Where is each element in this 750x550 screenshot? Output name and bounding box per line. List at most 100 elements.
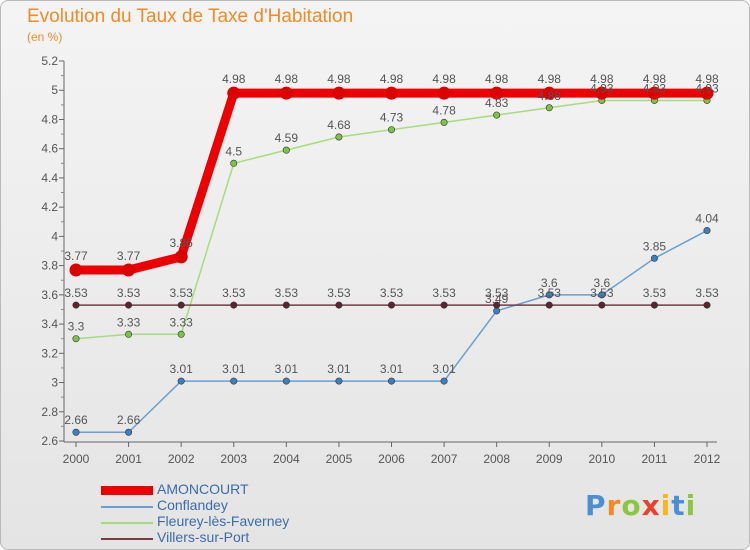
data-label-fleurey-l-s-faverney: 3.3 (68, 320, 85, 334)
data-point-amoncourt (437, 86, 451, 100)
y-tick-label: 5.2 (41, 54, 58, 68)
data-label-amoncourt: 4.98 (590, 72, 614, 86)
data-label-amoncourt: 4.98 (327, 72, 351, 86)
data-point-conflandey (72, 428, 80, 436)
y-tick-label: 2.8 (41, 405, 58, 419)
data-point-conflandey (282, 377, 290, 385)
x-tick-label: 2001 (115, 452, 142, 466)
data-label-amoncourt: 3.77 (64, 249, 88, 263)
data-label-villers-sur-port: 3.53 (590, 286, 614, 300)
data-label-conflandey: 3.85 (643, 239, 667, 253)
data-point-amoncourt (385, 86, 398, 100)
legend-swatch (101, 506, 153, 508)
legend-label: Fleurey-lès-Faverney (157, 513, 290, 529)
data-point-amoncourt (700, 86, 714, 100)
data-point-villers-sur-port (545, 301, 553, 309)
data-point-villers-sur-port (335, 301, 343, 309)
data-point-fleurey-l-s-faverney (230, 159, 238, 167)
y-tick-label: 4.4 (41, 171, 58, 185)
data-label-amoncourt: 4.98 (485, 72, 509, 86)
data-point-villers-sur-port (598, 301, 606, 309)
x-tick-label: 2011 (642, 452, 668, 466)
y-tick-label: 4 (51, 229, 58, 243)
proxiti-logo: Proxiti (585, 489, 697, 522)
data-label-villers-sur-port: 3.53 (432, 286, 456, 300)
legend-swatch (101, 538, 153, 540)
y-tick-label: 3.6 (41, 288, 58, 302)
data-point-conflandey (545, 291, 553, 299)
y-tick-label: 4.6 (41, 142, 58, 156)
data-label-conflandey: 3.6 (541, 276, 558, 290)
data-point-amoncourt (279, 86, 293, 100)
data-label-villers-sur-port: 3.53 (380, 286, 404, 300)
y-tick-label: 4.8 (41, 112, 58, 126)
data-label-amoncourt: 4.98 (695, 72, 719, 86)
data-point-conflandey (387, 377, 395, 385)
data-label-amoncourt: 3.86 (169, 236, 193, 250)
data-point-amoncourt (174, 250, 188, 264)
data-point-villers-sur-port (72, 301, 80, 309)
data-point-fleurey-l-s-faverney (440, 118, 448, 126)
data-label-conflandey: 3.6 (593, 276, 610, 290)
chart-axes: 2.6 2.8 3 3.2 3.4 3.6 3.8 4 4.2 4.4 4.6 4.8 5 5.2 2000… (41, 54, 720, 466)
legend-label: AMONCOURT (157, 481, 249, 497)
data-label-fleurey-l-s-faverney: 4.5 (225, 144, 242, 158)
chart-series (69, 86, 714, 436)
y-tick-label: 5 (51, 83, 58, 97)
data-point-villers-sur-port (387, 301, 395, 309)
data-point-fleurey-l-s-faverney (493, 111, 501, 119)
x-tick-label: 2002 (168, 452, 195, 466)
legend-swatch (101, 486, 153, 495)
legend-swatch (101, 522, 153, 524)
data-label-villers-sur-port: 3.53 (275, 286, 299, 300)
data-point-conflandey (650, 254, 658, 262)
data-point-amoncourt (332, 86, 346, 100)
data-label-conflandey: 2.66 (117, 413, 141, 427)
x-tick-label: 2009 (536, 452, 563, 466)
x-tick-label: 2003 (220, 452, 247, 466)
data-label-conflandey: 3.01 (275, 362, 299, 376)
data-label-conflandey: 3.01 (432, 362, 456, 376)
data-label-amoncourt: 4.98 (222, 72, 246, 86)
x-tick-label: 2004 (273, 452, 300, 466)
data-point-fleurey-l-s-faverney (282, 146, 290, 154)
y-tick-label: 4.2 (41, 200, 58, 214)
data-label-conflandey: 2.66 (64, 413, 88, 427)
data-label-fleurey-l-s-faverney: 4.73 (380, 111, 404, 125)
data-point-villers-sur-port (440, 301, 448, 309)
data-label-fleurey-l-s-faverney: 4.83 (485, 96, 509, 110)
data-label-conflandey: 3.01 (222, 362, 246, 376)
data-point-conflandey (125, 428, 133, 436)
data-point-fleurey-l-s-faverney (335, 133, 343, 141)
data-point-amoncourt (542, 86, 556, 100)
data-label-villers-sur-port: 3.53 (695, 286, 719, 300)
y-tick-label: 3.8 (41, 259, 58, 273)
data-label-fleurey-l-s-faverney: 3.33 (117, 315, 141, 329)
chart-data-labels: 2.66 2.663.01 3.01 3.01 3.01 3.01 3.013.493.6 3… (64, 72, 719, 427)
data-label-conflandey: 3.01 (327, 362, 351, 376)
x-tick-label: 2007 (431, 452, 458, 466)
data-point-fleurey-l-s-faverney (387, 126, 395, 134)
data-point-villers-sur-port (703, 301, 711, 309)
data-point-amoncourt (122, 263, 136, 277)
data-point-amoncourt (69, 263, 83, 277)
data-label-amoncourt: 4.98 (380, 72, 404, 86)
data-point-conflandey (598, 291, 606, 299)
data-point-amoncourt (647, 86, 661, 100)
data-point-villers-sur-port (650, 301, 658, 309)
data-point-fleurey-l-s-faverney (177, 330, 185, 338)
y-tick-label: 3 (51, 376, 58, 390)
data-point-villers-sur-port (125, 301, 133, 309)
y-tick-label: 2.6 (41, 434, 58, 448)
y-tick-label: 3.4 (41, 317, 58, 331)
data-label-fleurey-l-s-faverney: 4.93 (643, 81, 667, 95)
data-point-conflandey (335, 377, 343, 385)
data-label-fleurey-l-s-faverney: 3.33 (169, 315, 193, 329)
data-label-amoncourt: 4.98 (538, 72, 562, 86)
data-point-conflandey (230, 377, 238, 385)
data-point-conflandey (493, 307, 501, 315)
data-point-amoncourt (595, 86, 609, 100)
data-label-conflandey: 3.49 (485, 292, 509, 306)
x-tick-label: 2008 (483, 452, 510, 466)
data-point-amoncourt (490, 86, 504, 100)
